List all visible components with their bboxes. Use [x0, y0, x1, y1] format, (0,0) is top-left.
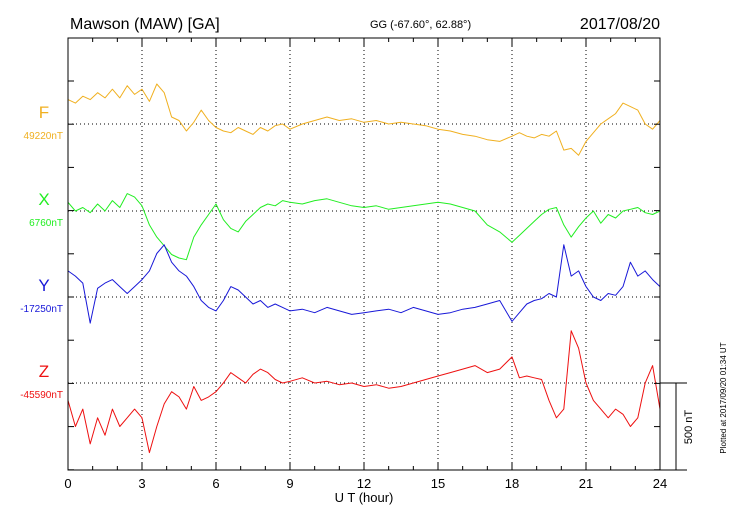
x-tick-label: 6	[212, 476, 219, 491]
series-line-f	[67, 83, 661, 156]
series-layer	[67, 83, 661, 454]
series-label-z: Z	[39, 362, 49, 381]
series-line-y	[67, 244, 661, 324]
tick-layer: 0 3 6 9 12 15 18 21 24	[64, 38, 667, 491]
station-title: Mawson (MAW) [GA]	[70, 16, 220, 33]
series-label-layer: F 49220nT X 6760nT Y -17250nT Z -45590nT	[20, 103, 63, 401]
x-tick-label: 3	[138, 476, 145, 491]
x-tick-label: 0	[64, 476, 71, 491]
x-tick-label: 24	[653, 476, 667, 491]
series-label-y: Y	[38, 276, 49, 295]
series-baseline-z: -45590nT	[20, 390, 63, 401]
plotted-timestamp: Plotted at 2017/09/20 01:34 UT	[719, 342, 728, 453]
grid-layer	[68, 38, 660, 470]
series-line-z	[67, 330, 661, 454]
scale-bar-label: 500 nT	[683, 410, 695, 445]
series-baseline-x: 6760nT	[29, 218, 63, 229]
x-tick-label: 9	[286, 476, 293, 491]
date-label: 2017/08/20	[580, 16, 660, 33]
series-label-x: X	[38, 190, 49, 209]
x-tick-label: 21	[579, 476, 593, 491]
scale-bar: 500 nT	[660, 382, 695, 471]
x-tick-label: 12	[357, 476, 371, 491]
x-tick-label: 18	[505, 476, 519, 491]
coordinates-label: GG (-67.60°, 62.88°)	[370, 19, 471, 31]
x-axis-label: U T (hour)	[335, 490, 394, 505]
series-baseline-y: -17250nT	[20, 304, 63, 315]
series-baseline-f: 49220nT	[24, 131, 63, 142]
series-line-x	[67, 193, 661, 261]
x-tick-label: 15	[431, 476, 445, 491]
series-label-f: F	[39, 103, 49, 122]
